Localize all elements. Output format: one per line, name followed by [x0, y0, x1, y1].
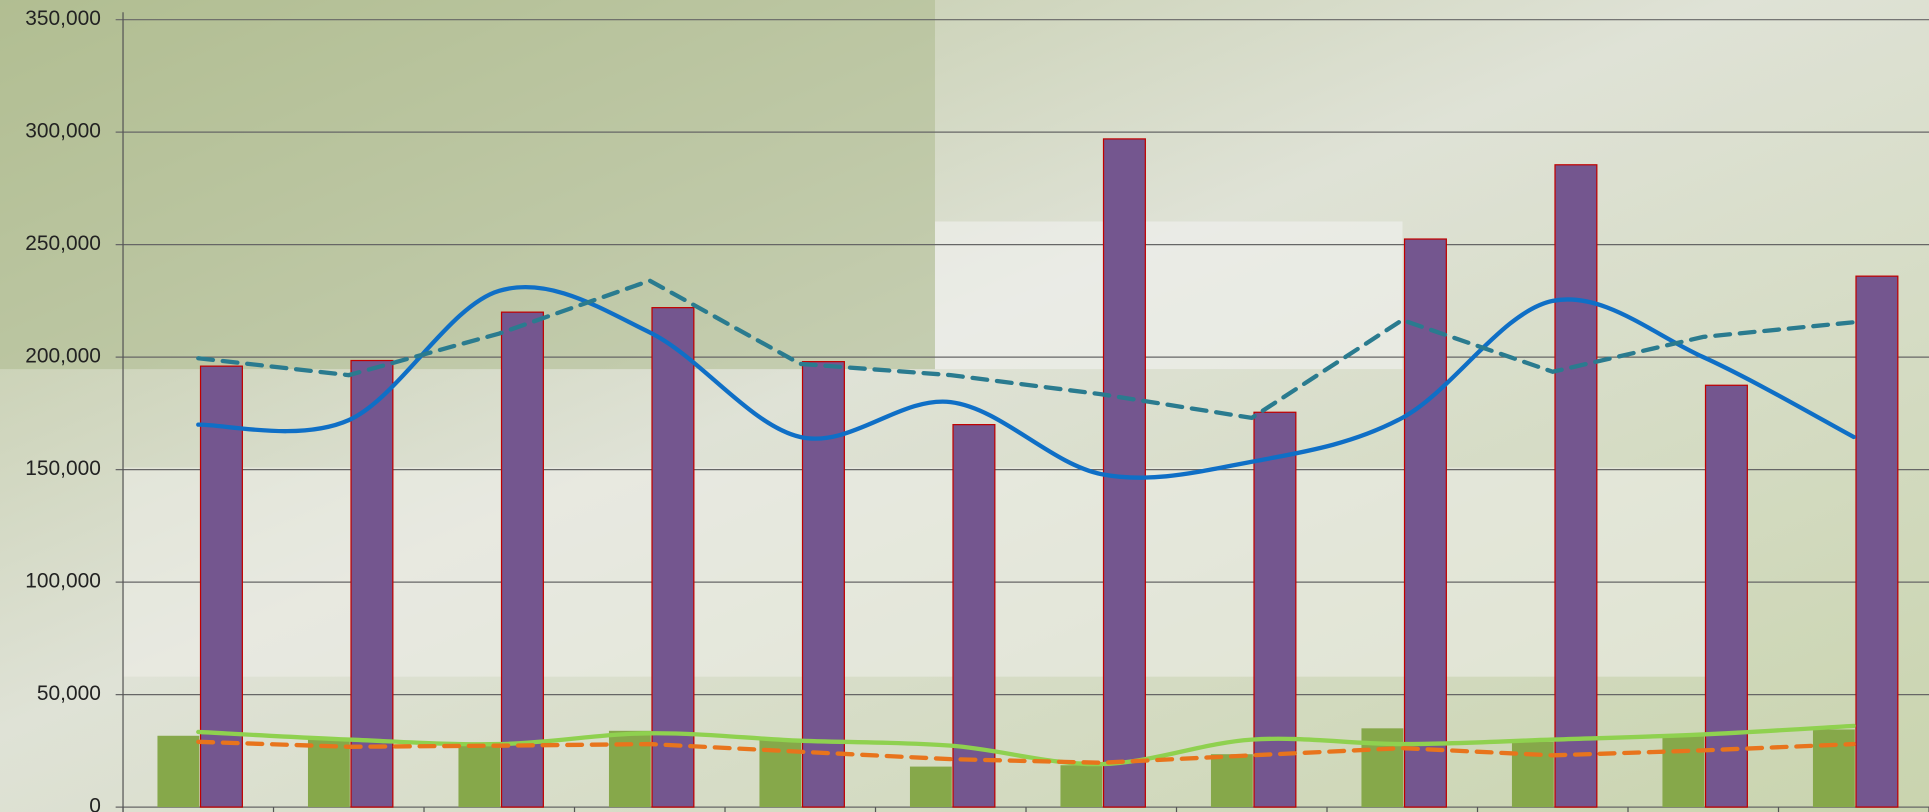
background-trees [0, 0, 935, 370]
bar [1554, 164, 1598, 808]
bar [909, 766, 952, 808]
bar [1102, 138, 1146, 808]
y-tick-label: 300,000 [25, 120, 101, 143]
background-building [934, 221, 1403, 370]
bar [1060, 765, 1103, 808]
bar [1662, 735, 1705, 808]
bar [1704, 384, 1748, 808]
bar [952, 424, 996, 808]
y-tick-label: 150,000 [25, 457, 101, 480]
bar [1855, 275, 1899, 808]
line [196, 278, 1856, 421]
line [196, 284, 1856, 480]
bar [458, 743, 501, 808]
y-tick-label: 100,000 [25, 570, 101, 593]
bar [651, 307, 695, 808]
marks [157, 138, 1899, 808]
bar [1511, 741, 1554, 808]
grid: 0 50,000 100,000 150,000 200,000 250,000 300,0… [25, 7, 1929, 812]
bar [500, 311, 544, 808]
y-tick-label: 200,000 [25, 345, 101, 368]
y-tick-label: 350,000 [25, 7, 101, 30]
y-tick-label: 250,000 [25, 232, 101, 255]
line [196, 739, 1856, 765]
bar [307, 738, 350, 808]
bar [1210, 754, 1253, 808]
y-tick-label: 0 [89, 795, 101, 812]
bar [157, 735, 200, 808]
y-tick-label: 50,000 [37, 682, 101, 705]
bar [1253, 411, 1297, 808]
bar [350, 359, 394, 808]
bar [1361, 728, 1404, 808]
bar [1812, 729, 1855, 808]
